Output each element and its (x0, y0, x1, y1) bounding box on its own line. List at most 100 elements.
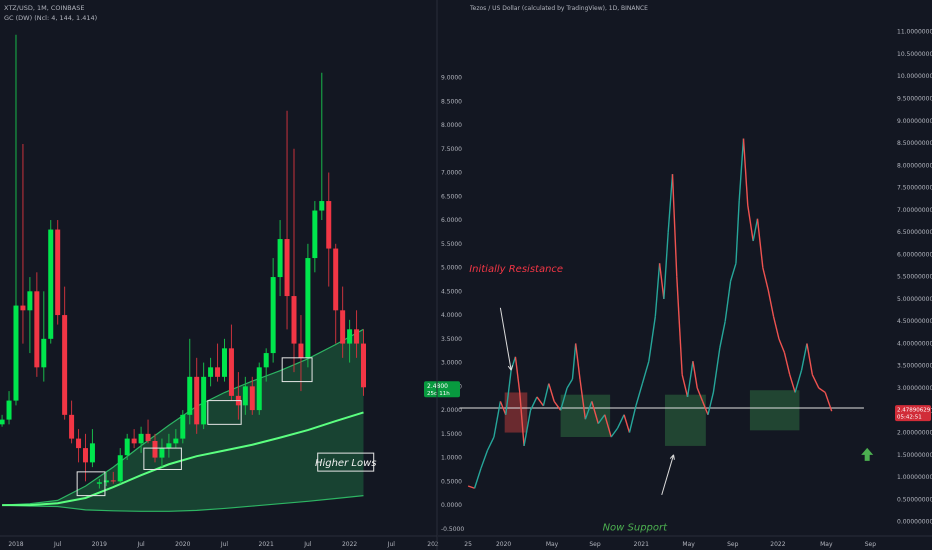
price-segment (762, 267, 769, 291)
candle-body (228, 348, 234, 396)
left-last-price: 2.4800 (427, 383, 448, 390)
right-y-tick: 6.50000000 (897, 229, 932, 236)
left-y-tick: 2.0000 (441, 407, 462, 414)
price-segment (767, 289, 775, 317)
price-segment (729, 263, 737, 282)
price-segment (597, 414, 606, 425)
left-y-tick: 7.5000 (441, 146, 462, 153)
candle-body (145, 433, 151, 441)
price-segment (635, 383, 644, 407)
price-segment (824, 392, 833, 412)
candle-body (152, 440, 158, 458)
left-chart-subtitle: GC (DW) (Ncl: 4, 144, 1.414) (4, 14, 97, 22)
price-segment (623, 414, 631, 433)
price-segment (610, 427, 619, 438)
right-x-tick: 2020 (496, 541, 511, 548)
candle-body (194, 376, 200, 425)
right-x-tick: 2022 (770, 541, 785, 548)
price-segment (523, 410, 532, 447)
price-segment (591, 401, 599, 424)
right-last-price-timer: 05:42:51 (897, 415, 922, 421)
candle-body (166, 443, 172, 449)
candle-body (69, 414, 75, 439)
candle-body (305, 258, 311, 358)
price-segment (752, 218, 759, 242)
right-last-price: 2.47890629 (897, 408, 931, 414)
channel-middle-line (2, 411, 364, 507)
price-segment (617, 414, 625, 429)
price-segment (681, 374, 689, 398)
left-x-tick: 2019 (92, 541, 107, 548)
price-segment (514, 356, 521, 393)
price-segment (658, 263, 665, 300)
candle-body (270, 277, 276, 354)
right-y-tick: 3.00000000 (897, 385, 932, 392)
right-x-tick: May (682, 541, 695, 548)
price-segment (701, 401, 709, 415)
candle-body (89, 443, 95, 463)
channel-lower-line (2, 495, 364, 512)
right-y-tick: 10.00000000 (897, 73, 932, 80)
annotation-arrow-head (507, 365, 514, 371)
candle-body (76, 438, 82, 449)
price-segment (747, 205, 754, 242)
candle-body (263, 353, 269, 368)
price-segment (686, 361, 694, 398)
price-segment (486, 436, 495, 451)
price-segment (724, 281, 732, 322)
price-segment (663, 232, 669, 299)
candle-body (354, 329, 360, 344)
right-y-tick: 1.50000000 (897, 452, 932, 459)
price-segment (756, 218, 764, 268)
candle-body (159, 448, 165, 458)
price-segment (493, 401, 502, 438)
right-y-tick: 5.50000000 (897, 274, 932, 281)
price-segment (480, 450, 489, 469)
price-segment (712, 347, 721, 393)
price-segment (654, 263, 661, 317)
price-segment (671, 174, 678, 277)
annotation-arrow-line (499, 307, 512, 371)
right-y-tick: 4.50000000 (897, 318, 932, 325)
candle-body (55, 229, 61, 316)
higher-low-box (281, 357, 313, 383)
candle-body (340, 310, 346, 344)
right-annotation: Now Support (603, 523, 669, 534)
left-y-tick: 5.0000 (441, 265, 462, 272)
price-segment (811, 374, 820, 389)
candle-body (291, 296, 297, 344)
right-y-tick: 7.00000000 (897, 207, 932, 214)
left-y-tick: 7.0000 (441, 170, 462, 177)
candle-body (215, 367, 221, 377)
left-y-tick: 6.0000 (441, 217, 462, 224)
left-last-price-timer: 25d 11h (427, 391, 450, 397)
candle-body (110, 480, 116, 482)
candle-body (13, 305, 19, 401)
right-y-tick: 1.00000000 (897, 474, 932, 481)
right-x-tick: Sep (589, 541, 601, 548)
left-y-tick: 4.0000 (441, 312, 462, 319)
left-y-tick: 1.0000 (441, 455, 462, 462)
price-segment (800, 343, 808, 371)
candle-body (124, 438, 130, 456)
candle-body (41, 338, 47, 368)
price-segment (818, 387, 826, 394)
candle-body (326, 201, 332, 249)
candle-body (180, 414, 186, 439)
price-segment (505, 370, 512, 415)
left-y-tick: 1.5000 (441, 431, 462, 438)
candle-body (117, 455, 123, 482)
left-x-tick: Jul (303, 541, 312, 548)
price-segment (519, 392, 525, 446)
right-y-tick: 3.50000000 (897, 363, 932, 370)
left-x-tick: Jul (53, 541, 62, 548)
price-segment (696, 387, 704, 402)
price-segment (692, 361, 698, 389)
candle-body (277, 239, 283, 278)
right-x-tick: May (546, 541, 559, 548)
price-segment (628, 405, 637, 433)
candle-body (0, 419, 5, 425)
price-segment (707, 392, 715, 415)
